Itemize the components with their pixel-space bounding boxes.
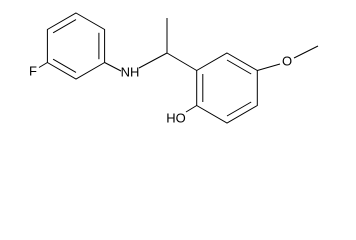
fluorophenyl-ring	[46, 12, 106, 80]
double-bond	[226, 59, 252, 75]
phenol-ring	[196, 52, 258, 124]
bond	[166, 52, 197, 71]
bond	[293, 45, 319, 59]
atom-label: F	[29, 63, 37, 78]
bond	[138, 52, 168, 69]
double-bond	[226, 101, 252, 117]
bond	[38, 62, 48, 68]
atom-label: HO	[166, 110, 186, 125]
double-bond	[52, 19, 77, 34]
bond	[185, 105, 197, 113]
page: F NH O HO (() => { const data = JSON.par…	[29, 12, 319, 126]
bond	[104, 62, 122, 72]
bond	[257, 63, 281, 71]
atom-label: O	[282, 53, 292, 68]
atom-label: NH	[121, 64, 140, 79]
double-bond	[52, 58, 77, 73]
structure-diagram: F NH O HO	[29, 12, 319, 125]
